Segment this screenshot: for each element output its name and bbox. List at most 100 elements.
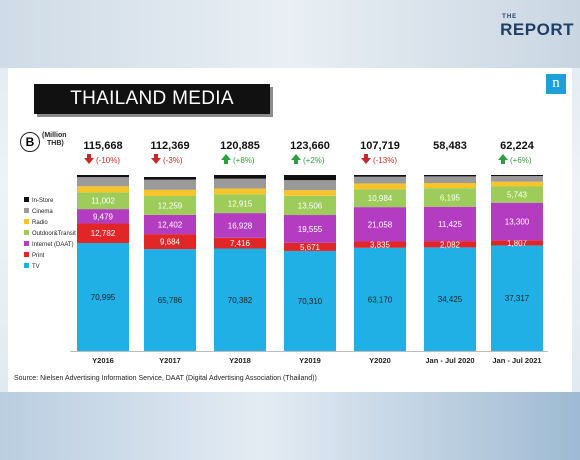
bar-segment-radio-jan-jul-2020: [424, 182, 476, 189]
bar-segment-radio-y2017: [144, 189, 196, 196]
bar-segment-radio-y2018: [214, 188, 266, 195]
category-label-y2018: Y2018: [229, 356, 251, 365]
bar-segment-print-y2018: [214, 237, 266, 249]
change-label-y2016: (-10%): [96, 156, 120, 165]
bar-segment-radio-y2019: [284, 190, 336, 196]
legend-swatch-radio: [24, 219, 29, 224]
bar-segment-print-y2020: [354, 241, 406, 248]
bar-segment-tv-y2018: [214, 248, 266, 351]
data-label-internet-daat-y2016: 9,479: [93, 212, 114, 221]
bar-segment-tv-jan-jul-2021: [491, 245, 543, 351]
bar-segment-radio-jan-jul-2021: [491, 181, 543, 187]
change-label-y2020: (-13%): [373, 156, 397, 165]
bar-segment-in-store-jan-jul-2021: [491, 175, 543, 177]
data-label-print-y2020: 3,835: [370, 241, 391, 250]
bar-segment-in-store-y2016: [77, 175, 129, 178]
category-label-jan-jul-2021: Jan - Jul 2021: [492, 356, 541, 365]
up-arrow-icon: [498, 154, 508, 164]
unit-line-2: THB): [47, 140, 64, 147]
data-label-print-y2018: 7,416: [230, 239, 251, 248]
bar-segment-in-store-y2019: [284, 175, 336, 181]
bar-segment-cinema-jan-jul-2021: [491, 176, 543, 182]
logo-small-text: THE: [502, 14, 518, 20]
category-label-y2016: Y2016: [92, 356, 114, 365]
source-note: Source: Nielsen Advertising Information …: [14, 375, 317, 382]
legend-swatch-cinema: [24, 208, 29, 213]
total-label-y2016: 115,668: [83, 140, 122, 152]
data-label-print-y2016: 12,782: [91, 229, 116, 238]
data-label-internet-daat-y2018: 16,928: [228, 221, 253, 230]
logo-word: REPORT: [500, 20, 574, 39]
data-label-tv-jan-jul-2021: 37,317: [505, 294, 530, 303]
bar-segment-outdoor-transit-y2020: [354, 189, 406, 208]
bar-segment-cinema-y2016: [77, 177, 129, 187]
data-label-tv-y2018: 70,382: [228, 296, 253, 305]
down-arrow-icon: [151, 154, 161, 164]
bar-segment-tv-y2016: [77, 242, 129, 351]
report-logo: THE REPORT: [500, 14, 574, 40]
background-top: [0, 0, 580, 68]
legend-label-internet-daat: Internet (DAAT): [32, 242, 74, 248]
bar-segment-tv-jan-jul-2020: [424, 247, 476, 351]
n-logo-icon: n: [546, 74, 566, 94]
legend-label-print: Print: [32, 253, 45, 259]
total-label-y2018: 120,885: [220, 140, 260, 152]
slide-card: THAILAND MEDIA SPENDING n B (Million THB…: [8, 68, 572, 392]
bar-segment-outdoor-transit-jan-jul-2020: [424, 188, 476, 207]
change-label-jan-jul-2021: (+6%): [510, 156, 532, 165]
data-label-print-y2017: 9,684: [160, 238, 181, 247]
legend-label-cinema: Cinema: [32, 209, 53, 215]
up-arrow-icon: [291, 154, 301, 164]
data-label-tv-y2019: 70,310: [298, 297, 323, 306]
bar-segment-cinema-y2017: [144, 179, 196, 190]
bar-segment-internet-daat-jan-jul-2020: [424, 206, 476, 242]
data-label-print-jan-jul-2021: 1,807: [507, 239, 528, 248]
change-label-y2017: (-3%): [163, 156, 183, 165]
bar-segment-internet-daat-jan-jul-2021: [491, 202, 543, 241]
bar-segment-cinema-y2018: [214, 178, 266, 189]
bar-segment-outdoor-transit-y2016: [77, 192, 129, 210]
bar-segment-tv-y2019: [284, 250, 336, 351]
bar-segment-tv-y2017: [144, 249, 196, 351]
change-label-y2019: (+2%): [303, 156, 325, 165]
bar-segment-internet-daat-y2016: [77, 209, 129, 224]
bar-segment-internet-daat-y2017: [144, 214, 196, 235]
bar-segment-radio-y2016: [77, 186, 129, 193]
total-label-jan-jul-2021: 62,224: [500, 140, 535, 152]
up-arrow-icon: [221, 154, 231, 164]
bar-segment-in-store-y2018: [214, 175, 266, 179]
data-label-outdoor-transit-y2018: 12,915: [228, 200, 253, 209]
bar-segment-cinema-y2020: [354, 176, 406, 184]
data-label-tv-y2017: 65,786: [158, 296, 183, 305]
unit-label: (Million THB): [42, 132, 67, 148]
data-label-outdoor-transit-y2017: 12,259: [158, 201, 183, 210]
bar-segment-outdoor-transit-jan-jul-2021: [491, 186, 543, 203]
bar-segment-internet-daat-y2020: [354, 207, 406, 242]
category-label-y2019: Y2019: [299, 356, 321, 365]
total-label-y2019: 123,660: [290, 140, 330, 152]
data-label-tv-y2020: 63,170: [368, 295, 393, 304]
background-bottom: [0, 392, 580, 460]
data-label-print-jan-jul-2020: 2,082: [440, 240, 461, 249]
change-label-y2018: (+8%): [233, 156, 255, 165]
total-label-y2020: 107,719: [360, 140, 400, 152]
category-label-y2017: Y2017: [159, 356, 181, 365]
data-label-tv-jan-jul-2020: 34,425: [438, 295, 463, 304]
bar-segment-print-y2019: [284, 242, 336, 251]
bar-segment-print-jan-jul-2021: [491, 240, 543, 246]
down-arrow-icon: [84, 154, 94, 164]
stacked-bar-chart: 70,995 12,782 9,479 11,002 115,668 (-10%) Y201…: [24, 140, 548, 365]
total-label-jan-jul-2020: 58,483: [433, 140, 467, 152]
bar-segment-tv-y2020: [354, 247, 406, 351]
bar-segment-in-store-jan-jul-2020: [424, 175, 476, 177]
down-arrow-icon: [361, 154, 371, 164]
bar-segment-outdoor-transit-y2017: [144, 195, 196, 215]
data-label-print-y2019: 5,671: [300, 243, 321, 252]
data-label-internet-daat-jan-jul-2021: 13,300: [505, 218, 530, 227]
slide-title: THAILAND MEDIA SPENDING: [34, 84, 270, 139]
bar-segment-outdoor-transit-y2019: [284, 195, 336, 216]
bar-segment-cinema-y2019: [284, 180, 336, 191]
legend-swatch-print: [24, 252, 29, 257]
legend-label-in-store: In-Store: [32, 198, 54, 204]
bar-segment-in-store-y2020: [354, 175, 406, 177]
